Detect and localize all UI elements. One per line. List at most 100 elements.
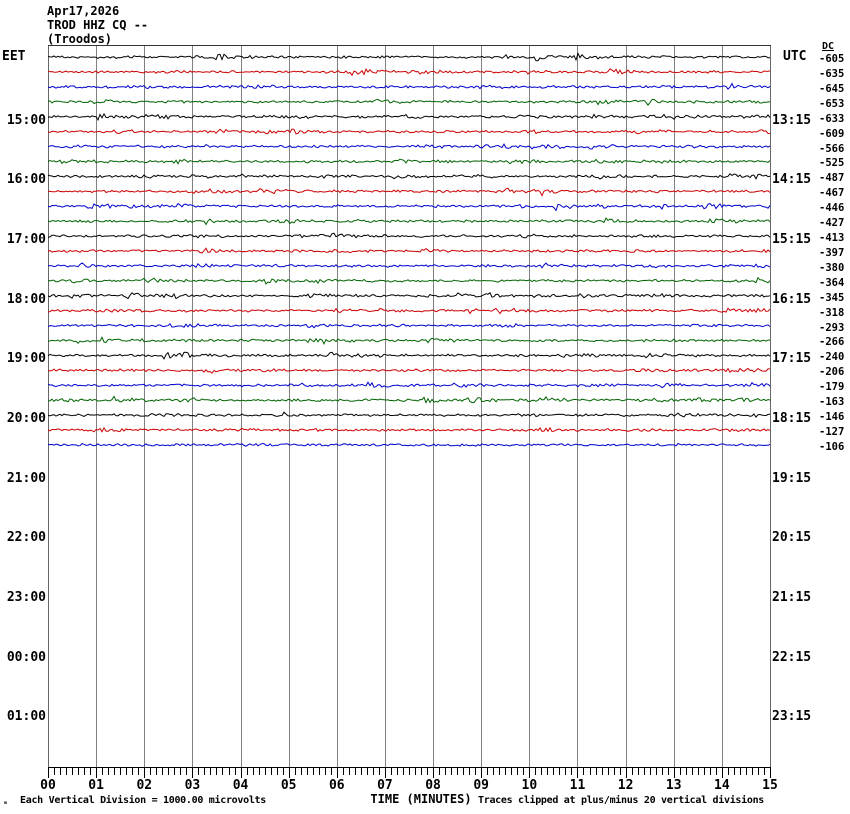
scale-note: Each Vertical Division = 1000.00 microvo… — [20, 795, 266, 806]
seismic-trace — [47, 323, 771, 329]
x-tick-label: 02 — [136, 778, 153, 793]
left-hour-label: 20:00 — [6, 411, 46, 427]
x-tick-label: 11 — [569, 778, 586, 793]
dc-value-label: -467 — [819, 187, 845, 200]
x-tick-label: 13 — [665, 778, 682, 793]
left-hour-label: 16:00 — [6, 172, 46, 188]
right-hour-label: 21:15 — [772, 590, 812, 606]
right-hour-label: 13:15 — [772, 112, 812, 128]
dc-value-label: -427 — [819, 217, 845, 230]
x-axis-title: TIME (MINUTES) — [370, 792, 472, 806]
x-tick-label: 14 — [714, 778, 730, 793]
seismic-trace — [47, 82, 771, 90]
dc-value-label: -645 — [819, 82, 845, 95]
seismic-trace — [47, 276, 771, 285]
left-hour-label: 23:00 — [6, 590, 46, 606]
seismic-trace — [47, 292, 771, 300]
dc-value-label: -293 — [819, 321, 845, 334]
seismic-trace — [47, 68, 771, 77]
seismic-trace — [47, 158, 771, 165]
right-hour-label: 23:15 — [772, 709, 812, 725]
seismic-trace — [47, 143, 771, 150]
dc-value-label: -206 — [819, 366, 845, 379]
seismic-trace — [47, 262, 771, 269]
seismic-trace — [47, 172, 771, 180]
right-hour-label: 18:15 — [772, 411, 812, 427]
seismic-trace — [47, 112, 771, 122]
seismic-trace — [47, 202, 771, 212]
seismic-trace — [47, 351, 771, 360]
clip-note: Traces clipped at plus/minus 20 vertical… — [478, 795, 765, 806]
dc-value-label: -487 — [819, 172, 845, 185]
left-hour-label: 19:00 — [6, 351, 46, 367]
dc-value-label: -446 — [819, 202, 845, 215]
title-block: Apr17,2026 TROD HHZ CQ -- (Troodos) — [47, 4, 148, 46]
right-hour-label: 19:15 — [772, 470, 812, 486]
dc-value-label: -266 — [819, 336, 845, 349]
dc-value-label: -566 — [819, 142, 845, 155]
x-tick-label: 08 — [425, 778, 441, 793]
right-hour-label: 14:15 — [772, 172, 812, 188]
seismic-trace — [47, 395, 771, 404]
right-hour-label: 16:15 — [772, 291, 812, 307]
seismic-trace — [47, 336, 770, 345]
right-hour-label: 15:15 — [772, 232, 812, 248]
dc-column-header: DC — [822, 41, 835, 52]
dc-value-label: -605 — [819, 53, 845, 65]
dc-value-label: -345 — [819, 291, 845, 304]
left-hour-label: 17:00 — [6, 232, 46, 248]
dc-value-label: -397 — [819, 246, 845, 259]
dc-value-label: -380 — [819, 261, 845, 274]
dc-value-label: -364 — [819, 276, 845, 289]
left-hour-label: 15:00 — [6, 112, 46, 128]
x-tick-label: 00 — [40, 778, 56, 793]
title-date: Apr17,2026 — [47, 4, 120, 18]
dc-value-label: -609 — [819, 127, 845, 140]
x-tick-label: 06 — [328, 778, 345, 793]
seismic-trace — [47, 247, 771, 254]
dc-value-label: -413 — [819, 232, 845, 245]
seismic-trace — [47, 128, 770, 135]
right-hour-label: 22:15 — [772, 649, 812, 665]
left-axis-header: EET — [2, 49, 26, 64]
dc-value-label: -106 — [819, 440, 845, 453]
seismic-trace — [47, 307, 771, 315]
dc-value-label: -525 — [819, 157, 845, 170]
title-station: TROD HHZ CQ -- — [47, 18, 149, 32]
corner-mark: ₘ — [3, 797, 8, 806]
x-tick-label: 15 — [762, 778, 778, 793]
seismic-trace — [47, 232, 771, 239]
dc-value-label: -653 — [819, 97, 845, 110]
x-tick-label: 10 — [521, 778, 538, 793]
dc-value-label: -635 — [819, 67, 845, 80]
right-axis-header: UTC — [783, 49, 807, 64]
seismic-trace — [47, 187, 771, 197]
dc-value-label: -240 — [819, 351, 845, 364]
left-hour-label: 22:00 — [6, 530, 46, 546]
title-location: (Troodos) — [47, 32, 113, 46]
left-hour-label: 01:00 — [6, 709, 46, 725]
dc-value-label: -163 — [819, 396, 845, 409]
seismic-trace — [47, 442, 771, 447]
x-tick-label: 05 — [280, 778, 297, 793]
seismic-trace — [47, 52, 770, 62]
x-tick-label: 09 — [473, 778, 490, 793]
x-tick-label: 04 — [232, 778, 249, 793]
seismic-trace — [47, 411, 771, 418]
seismic-trace — [47, 426, 771, 433]
dc-value-label: -318 — [819, 306, 845, 319]
right-hour-label: 20:15 — [772, 530, 812, 546]
left-hour-label: 18:00 — [6, 291, 46, 307]
dc-value-label: -179 — [819, 381, 845, 394]
dc-value-label: -146 — [819, 411, 845, 424]
right-hour-label: 17:15 — [772, 351, 812, 367]
left-hour-label: 21:00 — [6, 470, 46, 486]
left-hour-label: 00:00 — [6, 649, 46, 665]
seismic-trace — [47, 367, 770, 374]
x-tick-label: 12 — [617, 778, 634, 793]
x-tick-label: 01 — [88, 778, 104, 793]
dc-value-label: -633 — [819, 112, 845, 125]
dc-value-label: -127 — [819, 426, 845, 438]
